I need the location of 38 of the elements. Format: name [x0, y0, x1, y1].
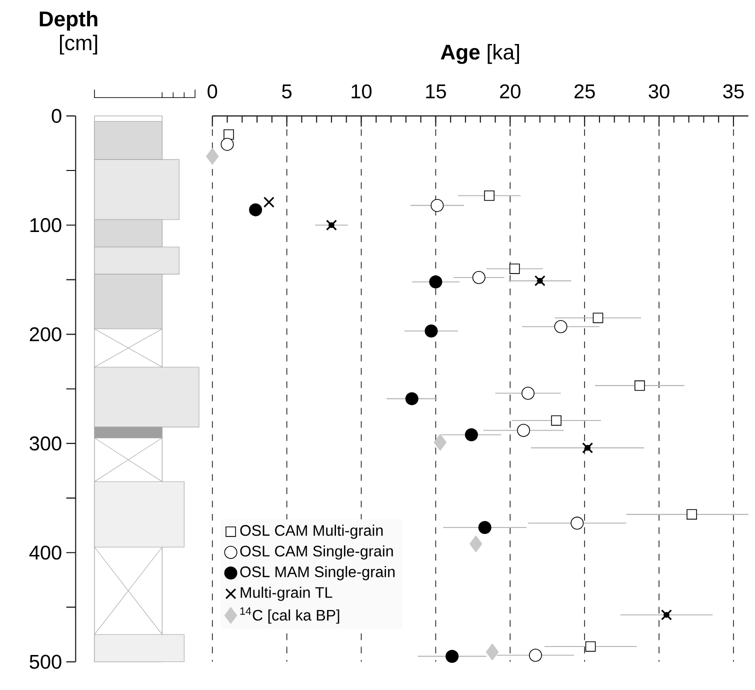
x-tick-label: 30: [648, 84, 670, 99]
x-tick-label: 35: [723, 84, 744, 99]
point: [478, 521, 492, 534]
point: [249, 203, 262, 216]
x-tick-label: 10: [352, 84, 372, 99]
y-tick-label: 100: [30, 218, 62, 232]
point: [661, 610, 672, 621]
y-tick-label: 0: [52, 109, 62, 124]
x-axis-title: Age [ka]: [440, 44, 519, 64]
point: [534, 275, 546, 286]
y-tick-label: 300: [30, 436, 62, 451]
x-tick-label: 20: [500, 84, 520, 99]
point: [326, 220, 337, 231]
point: [582, 442, 594, 454]
point: [206, 148, 219, 165]
point: [464, 428, 478, 442]
point: [220, 138, 234, 151]
legend-label: OSL MAM Single-grain: [240, 566, 395, 580]
x-tick-label: 0: [208, 84, 218, 99]
point: [470, 536, 482, 552]
legend-label: OSL CAM Single-grain: [240, 546, 393, 560]
point: [434, 434, 447, 451]
point: [486, 644, 499, 661]
x-tick-label: 15: [426, 84, 446, 99]
x-tick-label: 5: [282, 84, 292, 99]
legend-label: $^{14}$C [cal ka BP]: [240, 608, 340, 624]
point: [429, 276, 442, 289]
point: [424, 324, 438, 338]
point: [263, 196, 274, 208]
point: [405, 392, 418, 406]
y-tick-label: 200: [30, 327, 62, 342]
x-tick-label: 25: [574, 84, 595, 99]
y-tick-label: 500: [30, 654, 62, 670]
legend-label: Multi-grain TL: [240, 586, 332, 602]
point: [446, 650, 459, 664]
y-axis-title: Depth [cm]: [40, 11, 98, 55]
legend-label: OSL CAM Multi-grain: [240, 524, 383, 540]
y-tick-label: 400: [29, 546, 62, 560]
